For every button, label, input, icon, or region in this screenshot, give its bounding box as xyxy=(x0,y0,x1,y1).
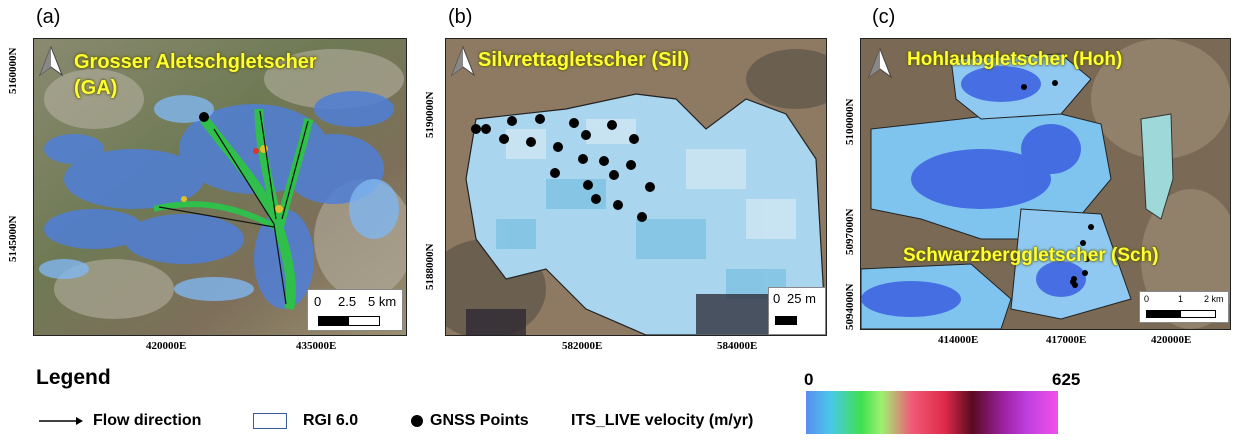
colorbar-min-label: 0 xyxy=(804,370,814,389)
rgi-outline-icon xyxy=(253,413,287,429)
panel-b-scalebar: 0 25 m xyxy=(768,287,826,335)
panel-a-map-graphic xyxy=(34,39,406,335)
panel-b-ytick-2: 5188000N xyxy=(424,243,436,290)
scale-label-1: 1 xyxy=(1178,294,1184,304)
legend-gnss-label: GNSS Points xyxy=(430,412,529,429)
legend-velocity-label: ITS_LIVE velocity (m/yr) xyxy=(571,412,754,429)
scale-label-1: 2.5 xyxy=(338,294,357,309)
panel-b-map: Silvrettagletscher (Sil) 0 25 m xyxy=(445,38,827,336)
panel-c-map-graphic xyxy=(861,39,1230,329)
panel-c-title-1: Hohlaubgletscher (Hoh) xyxy=(907,49,1123,70)
panel-c-title-2: Schwarzberggletscher (Sch) xyxy=(903,245,1159,266)
panel-c-xtick-1: 414000E xyxy=(938,334,979,346)
panel-b-letter: (b) xyxy=(448,6,473,28)
panel-c-map: Hohlaubgletscher (Hoh) Schwarzberggletsc… xyxy=(860,38,1231,330)
gnss-point-icon xyxy=(411,415,423,427)
panel-b-map-graphic xyxy=(446,39,826,335)
panel-b-xtick-1: 582000E xyxy=(562,340,603,352)
panel-c-ytick-3: 5094000N xyxy=(844,283,856,330)
panel-c-xtick-2: 417000E xyxy=(1046,334,1087,346)
panel-a-scalebar: 0 2.5 5 km xyxy=(307,289,403,331)
scale-label-2: 5 km xyxy=(368,294,397,309)
legend-title: Legend xyxy=(36,366,111,389)
scale-label-0: 0 xyxy=(773,291,781,306)
panel-a-ytick-2: 5145000N xyxy=(7,215,19,262)
panel-c-ytick-1: 5100000N xyxy=(844,98,856,145)
colorbar-max-label: 625 xyxy=(1052,370,1081,389)
panel-a-xtick-1: 420000E xyxy=(146,340,187,352)
panel-a-map: Grosser Aletschgletscher (GA) 0 2.5 5 km xyxy=(33,38,407,336)
scale-label-0: 0 xyxy=(1144,294,1150,304)
panel-a-xtick-2: 435000E xyxy=(296,340,337,352)
scale-label-1: 25 m xyxy=(787,291,816,306)
panel-c-xtick-3: 420000E xyxy=(1151,334,1192,346)
panel-a-letter: (a) xyxy=(36,6,61,28)
flow-arrow-icon xyxy=(38,414,84,433)
panel-c-ytick-2: 5097000N xyxy=(844,208,856,255)
panel-b-xtick-2: 584000E xyxy=(717,340,758,352)
panel-c-letter: (c) xyxy=(872,6,896,28)
panel-a-ytick-1: 5160000N xyxy=(7,47,19,94)
panel-a-title: Grosser Aletschgletscher (GA) xyxy=(74,51,317,99)
panel-b-title: Silvrettagletscher (Sil) xyxy=(478,49,690,71)
panel-c-scalebar: 0 1 2 km xyxy=(1139,291,1229,323)
panel-b-ytick-1: 5190000N xyxy=(424,91,436,138)
scale-label-0: 0 xyxy=(314,294,322,309)
legend-flow-label: Flow direction xyxy=(93,412,202,429)
scale-label-2: 2 km xyxy=(1204,294,1224,304)
velocity-colorbar xyxy=(806,391,1058,434)
legend-rgi-label: RGI 6.0 xyxy=(303,412,359,429)
